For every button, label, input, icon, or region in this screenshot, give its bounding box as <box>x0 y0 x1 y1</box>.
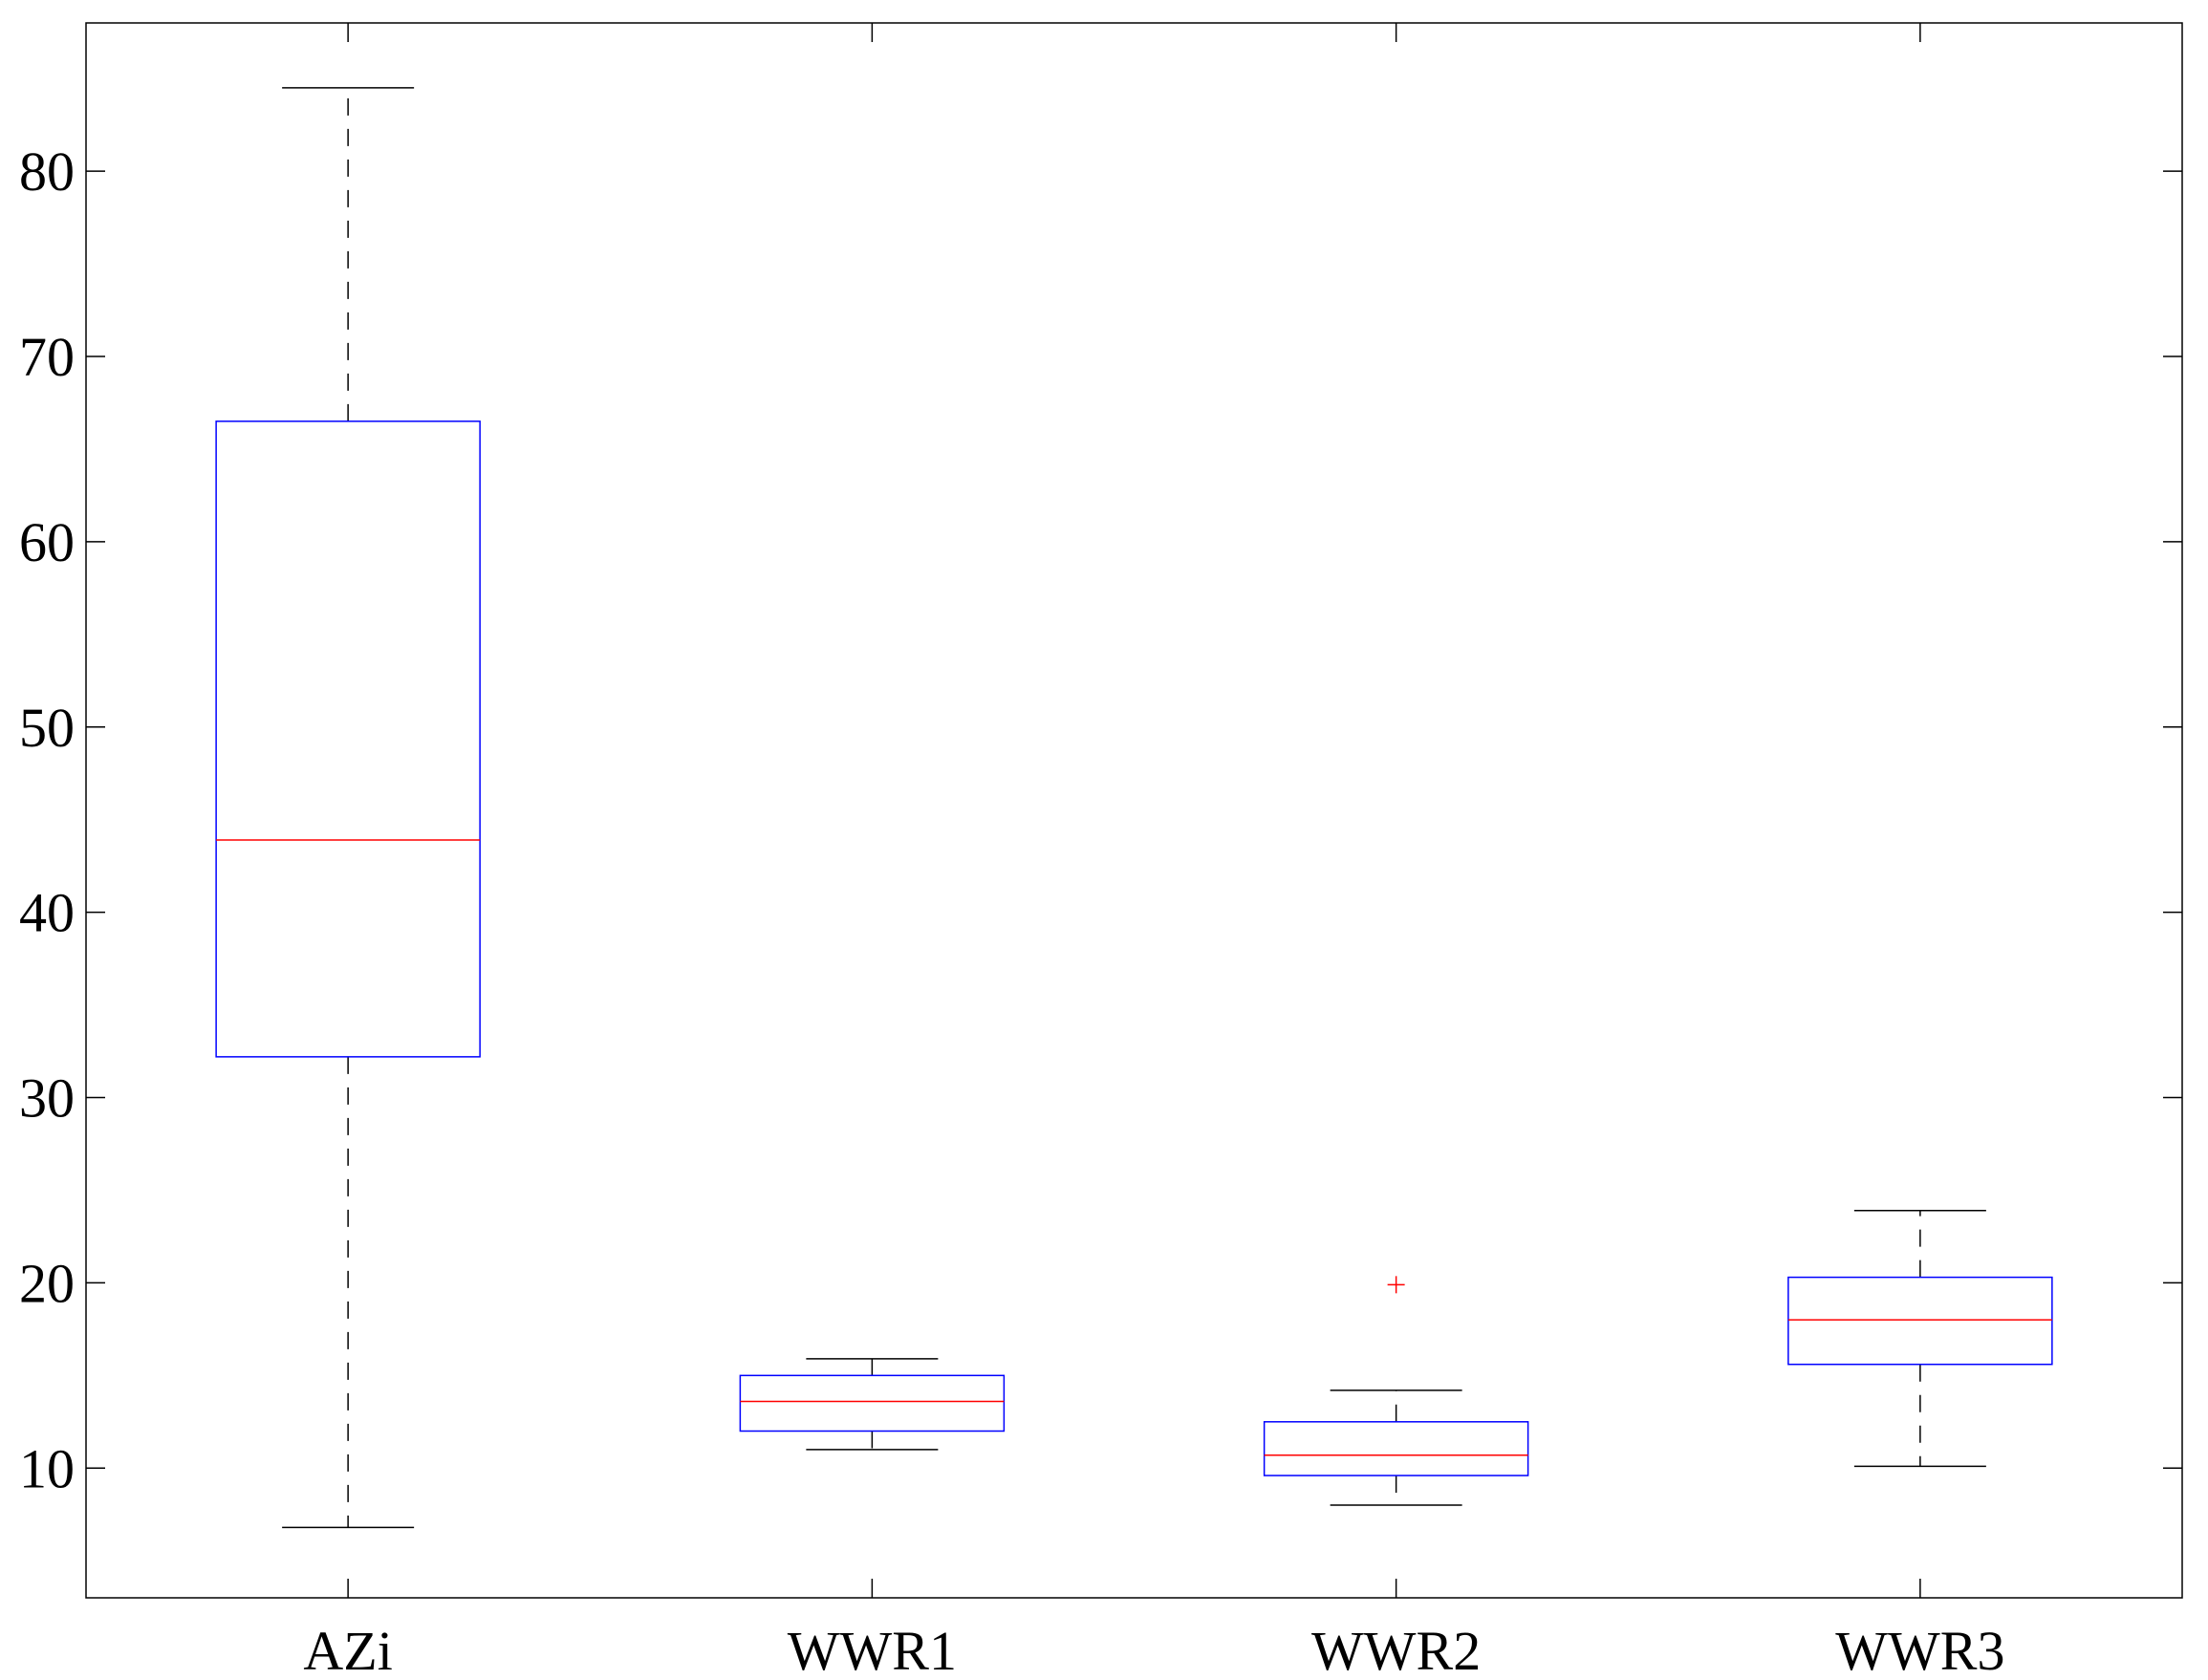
y-tick-label: 50 <box>19 697 75 759</box>
y-tick-label: 30 <box>19 1067 75 1130</box>
box-iqr <box>215 420 481 1058</box>
x-tick-label: WWR1 <box>788 1620 957 1675</box>
x-tick-label: AZi <box>303 1620 392 1675</box>
box-iqr <box>1787 1276 2053 1366</box>
axes-frame <box>85 22 2183 1599</box>
y-tick-label: 40 <box>19 882 75 944</box>
box-iqr <box>1263 1421 1529 1476</box>
y-tick-label: 20 <box>19 1252 75 1314</box>
x-tick-label: WWR2 <box>1311 1620 1481 1675</box>
y-tick-label: 70 <box>19 326 75 388</box>
y-tick-label: 80 <box>19 140 75 203</box>
box-iqr <box>739 1374 1006 1432</box>
plot-area: 10 20 30 40 50 60 70 80 AZi WWR1 WWR2 WWR3 <box>19 22 2183 1680</box>
outlier-marker <box>1387 1276 1405 1294</box>
y-tick-label: 60 <box>19 511 75 573</box>
y-tick-label: 10 <box>19 1437 75 1499</box>
x-tick-label: WWR3 <box>1835 1620 2004 1675</box>
